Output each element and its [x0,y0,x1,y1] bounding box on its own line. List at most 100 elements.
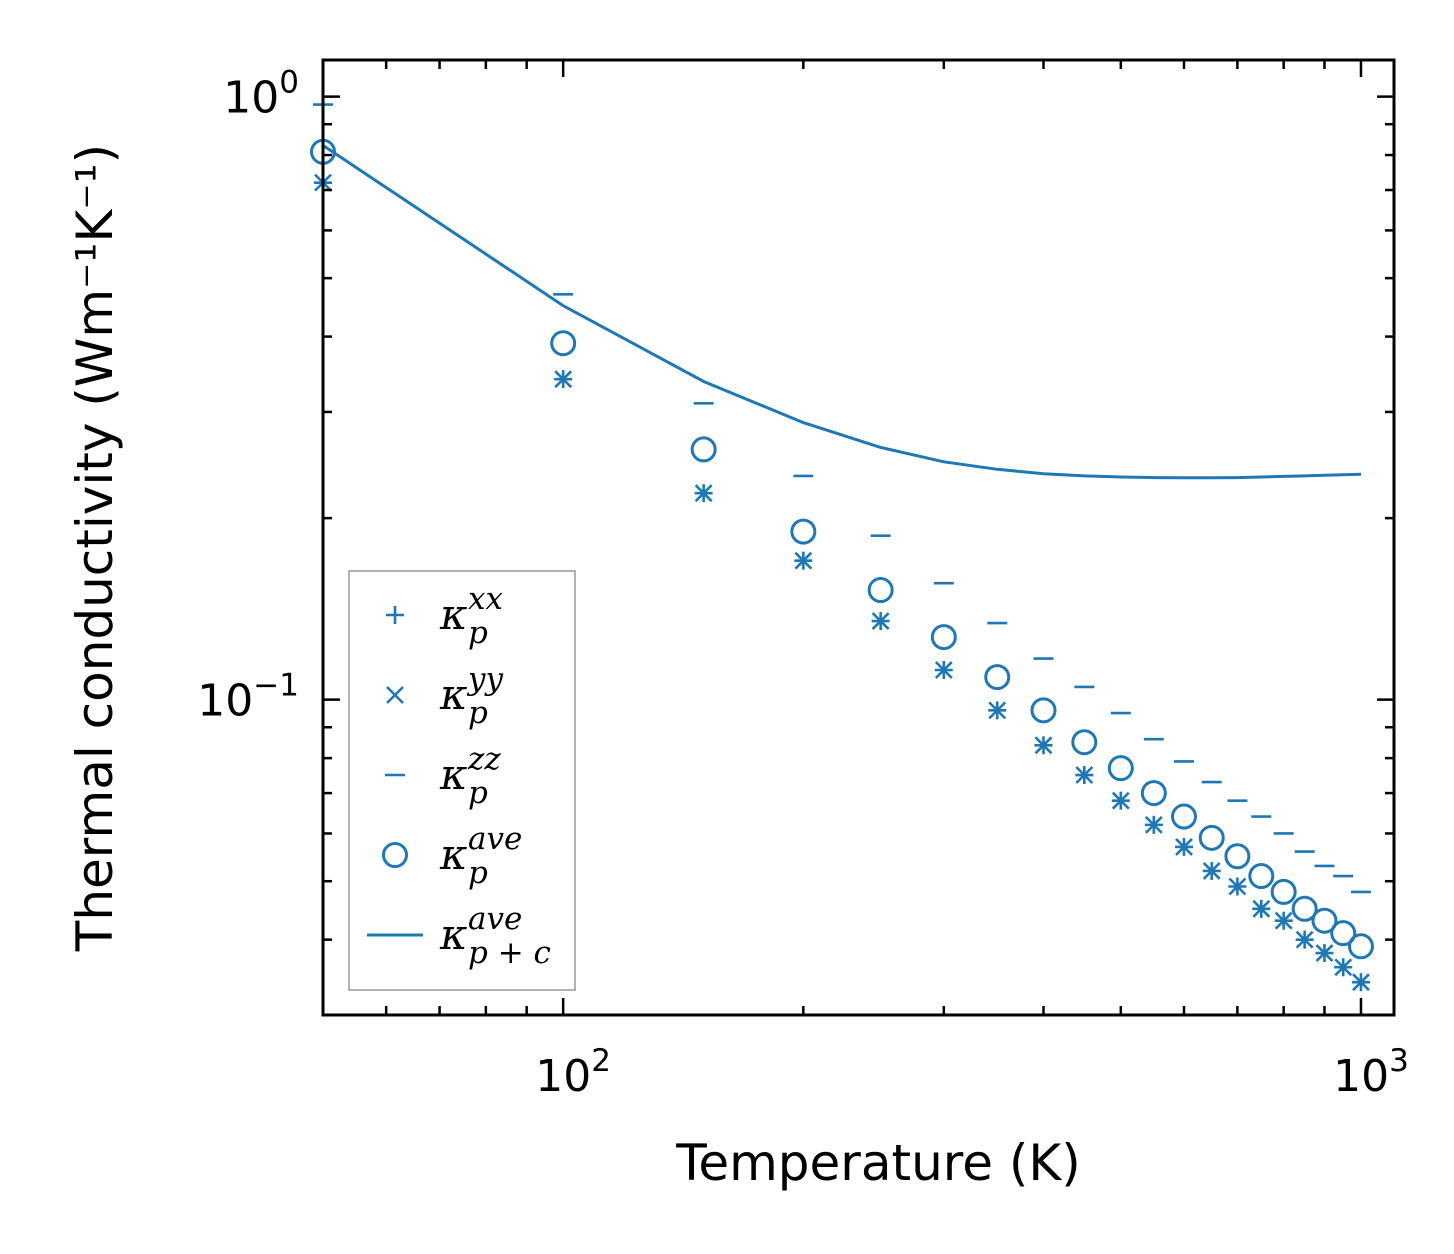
marker-x-b [1352,973,1370,992]
legend-label: κpyy [439,661,504,731]
legend-entry: κpxx [386,581,503,651]
data-point [1224,843,1251,870]
marker-circle [1140,780,1167,807]
data-point [1107,755,1134,782]
data-point [1352,973,1370,992]
legend-label: κpxx [439,581,503,651]
marker-x-b [1111,791,1130,810]
marker-circle [550,330,577,357]
data-point [694,484,713,503]
x-tick-label: 102 [535,1043,611,1102]
legend: κpxx κpyy κpzz κpave κp + cave [348,570,576,991]
series-layer [310,103,1374,992]
series-line [322,144,1362,480]
data-point [934,661,953,679]
series-line-path [322,144,1362,480]
data-point [1291,895,1318,922]
data-point [1144,815,1163,834]
marker-x-b [1315,944,1334,963]
marker-circle [930,624,957,651]
marker-x-b [1274,911,1293,930]
data-point [988,701,1007,720]
marker-circle [1330,920,1357,947]
marker-x-b [1295,930,1314,949]
data-point [1248,863,1275,890]
plot-frame [321,58,1396,1017]
data-point [1311,907,1338,934]
marker-circle [1291,895,1318,922]
data-point [1347,933,1374,960]
data-point [1330,920,1357,947]
data-point [790,518,817,545]
y-tick-label: 100 [223,65,299,124]
marker-circle [1347,933,1374,960]
marker-x-b [1075,766,1094,784]
marker-x-b [988,701,1007,720]
y-tick-labels: 10−1 100 [197,65,299,727]
data-point [1034,736,1053,755]
legend-entry: κpave [382,821,522,891]
data-point [690,436,717,463]
marker-x-b [1202,862,1221,880]
marker-x-b [1334,958,1353,977]
data-point [867,577,894,604]
marker-x-b [794,551,813,570]
data-point [871,612,890,630]
legend-marker [386,686,404,704]
marker-circle [790,518,817,545]
data-point [550,330,577,357]
legend-entry: κpyy [386,661,504,731]
marker-x-b [554,370,573,389]
legend-label: κpave [439,821,522,891]
series-circle [310,138,1374,960]
marker-circle [1107,755,1134,782]
marker-x-b [934,661,953,679]
legend-marker [382,842,408,868]
data-point [1030,697,1057,724]
data-point [930,624,957,651]
data-point [1071,729,1098,756]
data-point [554,370,573,389]
marker-x-b [1144,815,1163,834]
data-point [1295,930,1314,949]
data-point [1334,958,1353,977]
marker-circle [984,664,1011,691]
legend-entry: κpzz [385,741,501,811]
data-point [1252,899,1271,918]
marker-circle [1311,907,1338,934]
data-point [1175,837,1193,856]
marker-circle [1071,729,1098,756]
data-point [1228,877,1247,896]
marker-x-b [1252,899,1271,918]
marker-circle [1248,863,1275,890]
marker-circle [1030,697,1057,724]
x-tick-labels: 102 103 [535,1043,1409,1102]
marker-x-b [694,484,713,503]
marker-circle [1270,878,1297,905]
x-tick-label: 103 [1333,1043,1409,1102]
x-axis-label: Temperature (K) [675,1134,1080,1192]
data-point [984,664,1011,691]
series-x [314,173,1370,992]
marker-x-b [386,686,404,704]
marker-x-b [1228,877,1247,896]
marker-circle [1170,803,1197,830]
data-point [1202,862,1221,880]
legend-entry: κp + cave [367,901,551,971]
marker-circle [1198,824,1225,851]
data-point [1315,944,1334,963]
marker-x-b [871,612,890,630]
legend-label: κp + cave [439,901,551,971]
data-point [1111,791,1130,810]
legend-frame [348,570,576,991]
legend-label: κpzz [439,741,501,811]
marker-circle [690,436,717,463]
marker-x-b [1034,736,1053,755]
marker-circle [1224,843,1251,870]
y-axis-label: Thermal conductivity (Wm⁻¹K⁻¹) [66,144,124,952]
marker-x-b [1175,837,1193,856]
data-point [1075,766,1094,784]
legend-marker [386,606,404,624]
data-point [1198,824,1225,851]
